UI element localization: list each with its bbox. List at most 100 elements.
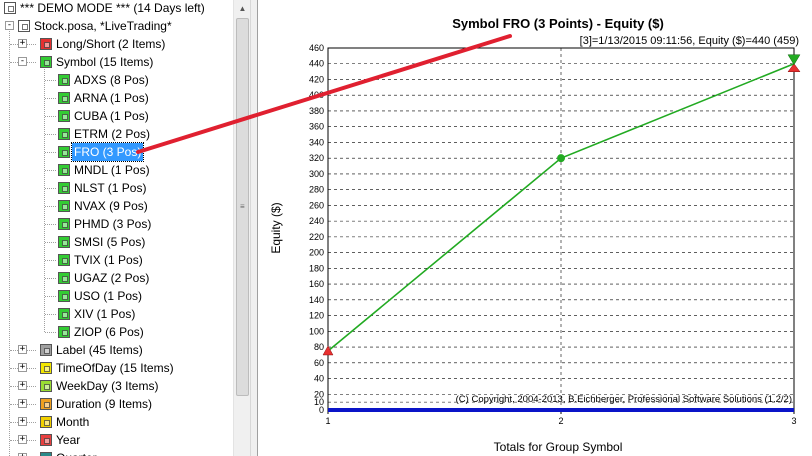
tree-connector xyxy=(45,314,56,315)
tree-item[interactable]: NLST (1 Pos) xyxy=(0,179,233,197)
tree-item-label: UGAZ (2 Pos) xyxy=(74,271,150,285)
tree-item[interactable]: + Month xyxy=(0,413,233,431)
tree-item[interactable]: CUBA (1 Pos) xyxy=(0,107,233,125)
expand-icon[interactable]: + xyxy=(18,398,27,408)
y-tick-label: 460 xyxy=(309,43,324,53)
y-tick-label: 140 xyxy=(309,295,324,305)
tree-item-label: Long/Short (2 Items) xyxy=(56,37,166,51)
tree-connector xyxy=(45,224,56,225)
position-icon xyxy=(58,218,70,230)
chart-info: [3]=1/13/2015 09:11:56, Equity ($)=440 (… xyxy=(580,35,799,47)
tree-item-label: SMSI (5 Pos) xyxy=(74,235,146,249)
checkbox-icon xyxy=(18,20,30,32)
x-tick-label: 3 xyxy=(791,416,796,426)
group-tree[interactable]: *** DEMO MODE *** (14 Days left) - Stock.p… xyxy=(0,0,250,456)
equity-chart: Symbol FRO (3 Points) - Equity ($) [3]=1/… xyxy=(269,16,801,454)
tree-item[interactable]: SMSI (5 Pos) xyxy=(0,233,233,251)
tree-item-label: Duration (9 Items) xyxy=(56,397,153,411)
position-icon xyxy=(58,236,70,248)
tree-item-label: CUBA (1 Pos) xyxy=(74,109,149,123)
position-icon xyxy=(58,92,70,104)
y-tick-label: 80 xyxy=(314,342,324,352)
tree-connector xyxy=(45,116,56,117)
tree-item-label: PHMD (3 Pos) xyxy=(74,217,152,231)
expand-icon[interactable]: + xyxy=(18,344,27,354)
tree-connector xyxy=(45,170,56,171)
tree-item[interactable]: + WeekDay (3 Items) xyxy=(0,377,233,395)
series-point xyxy=(557,154,565,163)
tree-item[interactable]: PHMD (3 Pos) xyxy=(0,215,233,233)
tree-connector xyxy=(45,278,56,279)
tree-item[interactable]: + TimeOfDay (15 Items) xyxy=(0,359,233,377)
tree-item[interactable]: + Label (45 Items) xyxy=(0,341,233,359)
tree-item[interactable]: ADXS (8 Pos) xyxy=(0,71,233,89)
tree-item-label: MNDL (1 Pos) xyxy=(74,163,150,177)
tree-scrollbar[interactable]: ▲ ≡ xyxy=(233,0,250,456)
tree-item-label: ZIOP (6 Pos) xyxy=(74,325,144,339)
tree-item[interactable]: FRO (3 Pos) xyxy=(0,142,233,162)
tree-item[interactable]: USO (1 Pos) xyxy=(0,287,233,305)
tree-item[interactable]: + Year xyxy=(0,431,233,449)
tree-item[interactable]: NVAX (9 Pos) xyxy=(0,197,233,215)
tree-item[interactable]: + Long/Short (2 Items) xyxy=(0,35,233,53)
tree-item[interactable]: - Stock.posa, *LiveTrading* xyxy=(0,17,233,35)
expand-icon[interactable]: + xyxy=(18,416,27,426)
y-tick-label: 200 xyxy=(309,248,324,258)
expand-icon[interactable]: + xyxy=(18,38,27,48)
y-tick-label: 280 xyxy=(309,185,324,195)
tree-item[interactable]: - Symbol (15 Items) xyxy=(0,53,233,71)
tree-connector xyxy=(9,26,10,456)
tree-item[interactable]: ZIOP (6 Pos) xyxy=(0,323,233,341)
scroll-up-arrow-icon[interactable]: ▲ xyxy=(238,4,247,13)
tree-item[interactable]: UGAZ (2 Pos) xyxy=(0,269,233,287)
tree-item-label: TimeOfDay (15 Items) xyxy=(56,361,174,375)
equity-chart-pane: Symbol FRO (3 Points) - Equity ($) [3]=1/… xyxy=(258,0,812,456)
tree-item[interactable]: *** DEMO MODE *** (14 Days left) xyxy=(0,0,233,17)
group-icon xyxy=(40,380,52,392)
expand-icon[interactable]: + xyxy=(18,434,27,444)
tree-item[interactable]: TVIX (1 Pos) xyxy=(0,251,233,269)
tree-item-label: NVAX (9 Pos) xyxy=(74,199,148,213)
group-icon xyxy=(40,344,52,356)
expand-icon[interactable]: + xyxy=(18,362,27,372)
group-icon xyxy=(40,38,52,50)
tree-item-label: TVIX (1 Pos) xyxy=(74,253,143,267)
start-point-marker xyxy=(322,345,334,356)
position-icon xyxy=(58,290,70,302)
group-icon xyxy=(40,56,52,68)
scroll-thumb[interactable]: ≡ xyxy=(236,18,249,396)
y-tick-label: 380 xyxy=(309,106,324,116)
pane-splitter[interactable] xyxy=(250,0,258,456)
y-tick-label: 20 xyxy=(314,389,324,399)
collapse-icon[interactable]: - xyxy=(18,56,27,66)
tree-item[interactable]: XIV (1 Pos) xyxy=(0,305,233,323)
position-icon xyxy=(58,272,70,284)
position-icon xyxy=(58,110,70,122)
expand-icon[interactable]: + xyxy=(18,453,27,456)
collapse-icon[interactable]: - xyxy=(5,20,14,30)
tree-item[interactable]: + Quarter xyxy=(0,449,233,456)
tree-item-label: *** DEMO MODE *** (14 Days left) xyxy=(20,1,205,15)
y-tick-label: 300 xyxy=(309,169,324,179)
y-tick-label: 10 xyxy=(314,397,324,407)
tree-item[interactable]: + Duration (9 Items) xyxy=(0,395,233,413)
expand-icon[interactable]: + xyxy=(18,380,27,390)
tree-connector xyxy=(45,260,56,261)
tree-item[interactable]: ETRM (2 Pos) xyxy=(0,125,233,143)
grip-icon: ≡ xyxy=(240,202,245,211)
tree-item[interactable]: ARNA (1 Pos) xyxy=(0,89,233,107)
x-tick-label: 1 xyxy=(325,416,330,426)
tree-item-label: Symbol (15 Items) xyxy=(56,55,154,69)
tree-item-label: ETRM (2 Pos) xyxy=(74,127,151,141)
y-tick-label: 100 xyxy=(309,326,324,336)
x-axis-label: Totals for Group Symbol xyxy=(494,440,623,454)
group-icon xyxy=(40,416,52,428)
y-axis-label: Equity ($) xyxy=(269,202,283,253)
position-icon xyxy=(58,128,70,140)
y-tick-label: 40 xyxy=(314,374,324,384)
copyright-text: (C) Copyright, 2004-2013, B.Eichberger, … xyxy=(456,394,792,405)
y-tick-label: 360 xyxy=(309,122,324,132)
y-tick-label: 420 xyxy=(309,74,324,84)
tree-item[interactable]: MNDL (1 Pos) xyxy=(0,161,233,179)
position-icon xyxy=(58,74,70,86)
